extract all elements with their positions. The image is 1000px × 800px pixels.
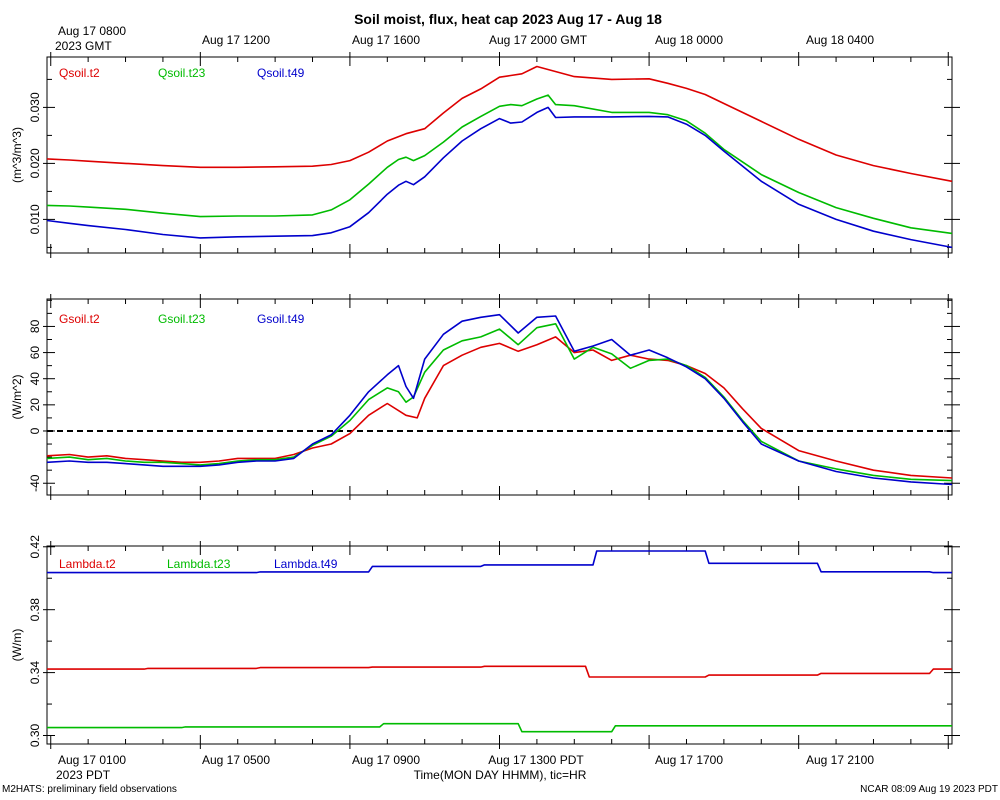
series-line-lambda-t23	[47, 722, 952, 733]
top-time-label: Aug 17 1200	[202, 33, 270, 47]
legend-entry-lambda-t2: Lambda.t2	[59, 557, 116, 571]
series-line-qsoil-t49	[46, 106, 953, 249]
series-line-gsoil-t2	[46, 336, 953, 479]
y-tick-label: 0.030	[28, 92, 42, 122]
legend-entry-lambda-t23: Lambda.t23	[167, 557, 231, 571]
y-tick-labels: 0.30 0.34 0.38 0.42	[28, 535, 42, 747]
axis-ticks	[43, 541, 960, 749]
legend-entry-qsoil-t23: Qsoil.t23	[158, 66, 206, 80]
y-tick-label: 0.42	[28, 535, 42, 559]
series-line-gsoil-t49	[46, 313, 953, 486]
axis-ticks	[43, 52, 960, 258]
y-tick-label: 0.020	[28, 148, 42, 178]
axis-ticks	[43, 294, 960, 500]
legend-entry-gsoil-t2: Gsoil.t2	[59, 312, 100, 326]
y-axis-label: (m^3/m^3)	[10, 127, 24, 183]
y-tick-label: 0.010	[28, 204, 42, 234]
series-line-qsoil-t23	[46, 94, 953, 235]
y-tick-label: 0.34	[28, 661, 42, 685]
y-axis-label: (W/m^2)	[10, 375, 24, 420]
y-tick-label: 20	[28, 398, 42, 412]
series-line-lambda-t49	[47, 550, 952, 574]
y-tick-label: 0.30	[28, 723, 42, 747]
bottom-time-label: Aug 17 1300 PDT	[488, 753, 584, 767]
y-tick-label: 80	[28, 319, 42, 333]
top-time-label: Aug 17 2000 GMT	[489, 33, 588, 47]
bottom-time-label: Aug 17 0900	[352, 753, 420, 767]
top-time-label: Aug 17 0800	[58, 24, 126, 38]
y-tick-label: 0.38	[28, 598, 42, 622]
series-line-gsoil-t23	[46, 322, 953, 482]
top-time-label: Aug 17 1600	[352, 33, 420, 47]
y-tick-label: 0	[28, 427, 42, 434]
bottom-year-label: 2023 PDT	[56, 768, 111, 782]
legend-entry-lambda-t49: Lambda.t49	[274, 557, 338, 571]
y-tick-label: 40	[28, 372, 42, 386]
top-year-label: 2023 GMT	[55, 39, 112, 53]
legend-entry-gsoil-t23: Gsoil.t23	[158, 312, 206, 326]
legend-entry-qsoil-t2: Qsoil.t2	[59, 66, 100, 80]
figure-title: Soil moist, flux, heat cap 2023 Aug 17 -…	[354, 11, 662, 27]
series-lines	[47, 550, 952, 733]
series-lines	[46, 313, 953, 486]
bottom-time-label: Aug 17 0100	[58, 753, 126, 767]
y-tick-label: -40	[28, 474, 42, 492]
x-axis-label: Time(MON DAY HHMM), tic=HR	[414, 768, 587, 782]
legend-entry-qsoil-t49: Qsoil.t49	[257, 66, 305, 80]
series-line-lambda-t2	[47, 665, 952, 678]
footer-note-left: M2HATS: preliminary field observations	[2, 784, 177, 795]
series-lines	[46, 65, 953, 249]
bottom-time-label: Aug 17 0500	[202, 753, 270, 767]
legend-entry-gsoil-t49: Gsoil.t49	[257, 312, 305, 326]
y-tick-label: 60	[28, 346, 42, 360]
top-time-label: Aug 18 0000	[655, 33, 723, 47]
y-tick-labels: 0.010 0.020 0.030	[28, 92, 42, 234]
thermal-conductivity-panel: 0.30 0.34 0.38 0.42 (W/m) Lambda.t2 Lamb…	[10, 535, 960, 749]
y-axis-label: (W/m)	[10, 629, 24, 662]
footer-note-right: NCAR 08:09 Aug 19 2023 PDT	[860, 784, 998, 795]
y-tick-labels: -40 0 20 40 60 80	[28, 319, 42, 491]
bottom-time-label: Aug 17 1700	[655, 753, 723, 767]
series-line-qsoil-t2	[46, 65, 953, 183]
soil-moisture-panel: 0.010 0.020 0.030 (m^3/m^3) Qsoil.t2 Qso…	[10, 52, 960, 258]
bottom-time-label: Aug 17 2100	[806, 753, 874, 767]
top-time-label: Aug 18 0400	[806, 33, 874, 47]
soil-heat-flux-panel: -40 0 20 40 60 80 (W/m^2) Gsoil.t2 Gsoil…	[10, 294, 960, 500]
